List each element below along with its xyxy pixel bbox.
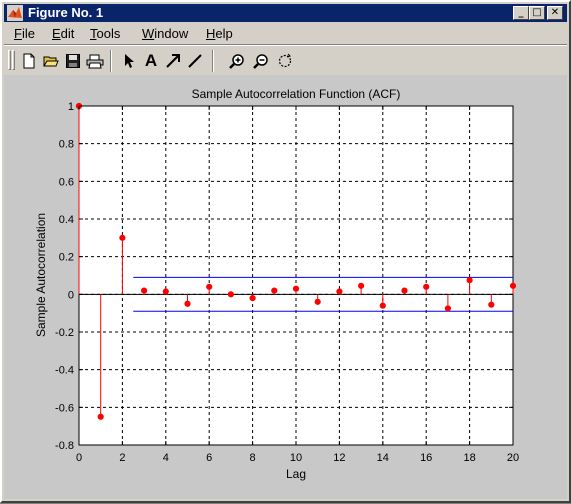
- close-button[interactable]: ✕: [547, 6, 563, 20]
- select-arrow-icon: [125, 54, 134, 68]
- acf-point: [466, 277, 473, 284]
- acf-point: [292, 285, 300, 292]
- x-tick-label: 6: [206, 452, 212, 464]
- toolbar-separator-1: [110, 50, 112, 72]
- acf-point: [97, 413, 104, 420]
- insert-text-icon: A: [144, 51, 158, 70]
- y-tick-label: -0.4: [55, 365, 74, 377]
- toolbar-separator-2: [212, 50, 214, 72]
- x-axis-label: Lag: [286, 467, 306, 481]
- y-tick-label: 0: [68, 289, 74, 301]
- insert-line-icon: [188, 54, 202, 68]
- open-button[interactable]: [40, 50, 62, 72]
- save-button[interactable]: [62, 50, 84, 72]
- print-icon: [86, 54, 104, 69]
- new-file-icon: [23, 53, 35, 69]
- maximize-button[interactable]: □: [529, 6, 545, 20]
- insert-arrow-button[interactable]: [162, 50, 184, 72]
- zoom-in-icon: [229, 54, 244, 69]
- acf-point: [509, 282, 517, 289]
- zoom-in-button[interactable]: [226, 50, 248, 72]
- acf-point: [162, 288, 169, 295]
- print-button[interactable]: [84, 50, 106, 72]
- acf-point: [184, 300, 191, 307]
- acf-point: [379, 302, 386, 309]
- y-tick-label: 0.8: [59, 139, 74, 151]
- x-tick-label: 18: [463, 452, 475, 464]
- acf-point: [488, 301, 495, 308]
- acf-chart: 0 2 4 6 8 10 12 14 16 18 20 -0.8 -0.6 -0.4 -0.2 0 0.2 0.4…: [34, 87, 519, 481]
- acf-point: [401, 287, 408, 294]
- menu-file[interactable]: File: [12, 26, 37, 42]
- title-bar[interactable]: Figure No. 1 _ □ ✕: [4, 4, 567, 22]
- y-tick-label: -0.8: [55, 440, 74, 452]
- y-tick-label: 0.4: [59, 214, 74, 226]
- x-tick-label: 2: [119, 452, 125, 464]
- menu-bar: File Edit Tools Window Help: [4, 24, 567, 44]
- x-tick-label: 14: [377, 452, 389, 464]
- toolbar-grip[interactable]: [8, 50, 11, 70]
- menu-file-accel: F: [14, 26, 22, 41]
- y-tick-label: -0.6: [55, 402, 74, 414]
- menu-help-label: elp: [215, 26, 233, 41]
- menu-file-label: ile: [21, 26, 35, 41]
- x-tick-label: 12: [333, 452, 345, 464]
- acf-point: [206, 283, 213, 290]
- open-folder-icon: [43, 56, 59, 67]
- menu-tools[interactable]: Tools: [88, 26, 122, 42]
- y-tick-label: 0.2: [59, 252, 74, 264]
- matlab-logo-icon: [7, 5, 23, 21]
- insert-text-button[interactable]: A: [140, 50, 162, 72]
- acf-point: [423, 283, 430, 290]
- window-title: Figure No. 1: [28, 5, 104, 20]
- menu-edit-accel: E: [52, 26, 61, 41]
- rotate-3d-icon: [278, 53, 292, 68]
- select-button[interactable]: [118, 50, 140, 72]
- x-tick-label: 20: [507, 452, 519, 464]
- insert-line-button[interactable]: [184, 50, 206, 72]
- zoom-out-button[interactable]: [250, 50, 272, 72]
- acf-point: [444, 305, 451, 312]
- x-tick-label: 4: [163, 452, 169, 464]
- menu-window[interactable]: Window: [140, 26, 190, 42]
- menu-edit[interactable]: Edit: [50, 26, 76, 42]
- menu-window-label: indow: [154, 26, 189, 41]
- menu-tools-label: ools: [96, 26, 121, 41]
- acf-point: [358, 282, 365, 289]
- new-file-button[interactable]: [18, 50, 40, 72]
- menu-window-accel: W: [142, 26, 155, 41]
- toolbar: A: [4, 44, 567, 75]
- y-tick-label: 0.6: [59, 176, 74, 188]
- y-tick-label: 1: [68, 101, 74, 113]
- menu-help[interactable]: Help: [204, 26, 235, 42]
- acf-point: [314, 298, 321, 305]
- menu-help-accel: H: [206, 26, 216, 41]
- menu-edit-label: dit: [60, 26, 75, 41]
- acf-point: [141, 287, 148, 294]
- menu-tools-accel: T: [90, 26, 97, 41]
- insert-arrow-icon: [166, 54, 180, 68]
- toolbar-grip-2[interactable]: [12, 50, 15, 70]
- x-tick-label: 10: [290, 452, 302, 464]
- acf-point: [336, 288, 343, 295]
- x-tick-label: 8: [250, 452, 256, 464]
- zoom-out-icon: [253, 54, 268, 69]
- x-tick-label: 16: [420, 452, 432, 464]
- chart-title: Sample Autocorrelation Function (ACF): [192, 87, 401, 101]
- rotate-3d-button[interactable]: [274, 50, 296, 72]
- acf-point: [227, 291, 234, 298]
- minimize-button[interactable]: _: [513, 6, 529, 20]
- acf-point: [249, 295, 256, 302]
- y-axis-label: Sample Autocorrelation: [34, 213, 48, 337]
- save-icon: [66, 54, 80, 68]
- acf-point: [271, 287, 278, 294]
- y-tick-label: -0.2: [55, 327, 74, 339]
- x-tick-label: 0: [76, 452, 82, 464]
- acf-point: [119, 234, 126, 241]
- figure-canvas[interactable]: 0 2 4 6 8 10 12 14 16 18 20 -0.8 -0.6 -0.4 -0.2 0 0.2 0.4…: [4, 75, 567, 499]
